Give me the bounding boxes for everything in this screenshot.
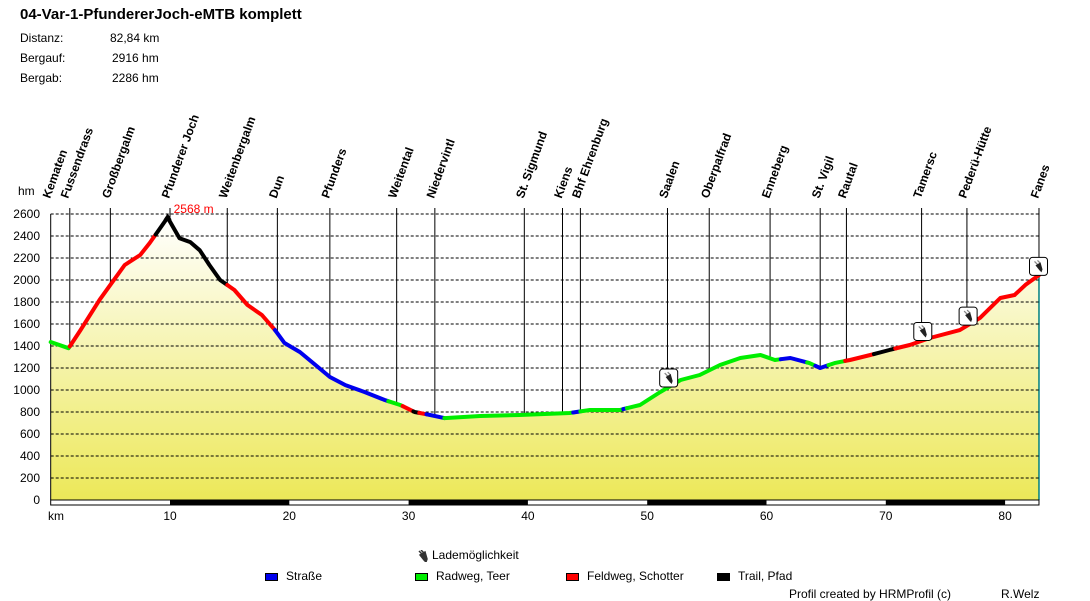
stat-value: 82,84 km xyxy=(110,31,160,45)
legend-label: Radweg, Teer xyxy=(436,569,510,583)
stat-label: Bergab: xyxy=(20,71,63,85)
y-tick-label: 1600 xyxy=(13,317,40,331)
surface-segment-radweg xyxy=(442,410,576,421)
y-tick-label: 200 xyxy=(20,471,40,485)
surface-segment-strasse xyxy=(273,328,391,404)
stat-ascent: Bergauf: 2916 hm xyxy=(20,51,159,65)
waypoint-label: Bhf Ehrenburg xyxy=(569,116,611,200)
x-tick-label: 30 xyxy=(402,509,416,523)
peak-marker xyxy=(163,213,172,220)
waypoint-label: Oberpalfrad xyxy=(698,131,734,200)
plug-icon xyxy=(418,549,428,564)
y-tick-label: 2600 xyxy=(13,207,40,221)
peak-label: 2568 m xyxy=(174,202,214,216)
waypoint-label: Fanes xyxy=(1028,162,1053,200)
legend-label: Lademöglichkeit xyxy=(432,548,519,562)
footer-credit: Profil created by HRMProfil (c) xyxy=(789,587,952,601)
x-tick-label: 50 xyxy=(641,509,655,523)
surface-segment-radweg xyxy=(805,360,818,368)
surface-segment-radweg xyxy=(624,353,783,411)
legend-swatch xyxy=(415,572,428,581)
footer-author: R.Welz xyxy=(1001,587,1040,601)
chart-title: 04-Var-1-PfundererJoch-eMTB komplett xyxy=(20,6,302,23)
surface-segment-strasse xyxy=(813,363,831,370)
x-tick-label: 60 xyxy=(760,509,774,523)
y-tick-label: 1400 xyxy=(13,339,40,353)
waypoint-label: Enneberg xyxy=(759,143,791,200)
x-tick-label: 80 xyxy=(998,509,1012,523)
waypoint-label: Dun xyxy=(266,173,287,200)
stat-label: Distanz: xyxy=(20,31,64,45)
waypoint-label: Tamersc xyxy=(910,149,940,200)
stat-descent: Bergab: 2286 hm xyxy=(20,71,159,85)
x-tick-label: 10 xyxy=(163,509,177,523)
waypoint-label: Weitenbergalm xyxy=(216,115,259,200)
y-tick-label: 1800 xyxy=(13,295,40,309)
stat-value: 2916 hm xyxy=(112,51,159,65)
km-scale-segment xyxy=(885,500,1006,505)
surface-segment-radweg xyxy=(578,407,626,414)
stat-value: 2286 hm xyxy=(112,71,159,85)
y-tick-label: 2400 xyxy=(13,229,40,243)
waypoint-label: St. Vigil xyxy=(809,154,837,200)
legend-label: Trail, Pfad xyxy=(738,569,793,583)
plug-icon xyxy=(958,306,978,326)
plug-icon xyxy=(1029,256,1049,276)
legend-swatch xyxy=(717,572,730,581)
km-scale-bar xyxy=(50,499,1040,506)
km-scale-segment xyxy=(408,500,528,505)
surface-segment-feldweg xyxy=(225,283,277,333)
plug-icon xyxy=(913,321,933,341)
y-tick-label: 400 xyxy=(20,449,40,463)
waypoint-label: Pfunderer Joch xyxy=(159,113,202,201)
y-tick-label: 2000 xyxy=(13,273,40,287)
x-tick-label: 40 xyxy=(521,509,535,523)
y-tick-label: 1000 xyxy=(13,383,40,397)
legend-charging: Lademöglichkeit xyxy=(418,548,519,564)
stat-distance: Distanz: 82,84 km xyxy=(20,31,159,45)
legend-feldweg: Feldweg, Schotter xyxy=(566,569,684,583)
surface-segment-feldweg xyxy=(400,404,416,414)
km-scale-segment xyxy=(170,500,290,505)
surface-segment-trail xyxy=(871,346,898,357)
surface-segment-strasse xyxy=(424,412,447,421)
surface-segment-strasse xyxy=(778,356,810,365)
x-axis-label: km xyxy=(48,509,64,523)
legend-swatch xyxy=(566,572,579,581)
y-tick-label: 600 xyxy=(20,427,40,441)
legend-swatch xyxy=(265,572,278,581)
x-tick-label: 20 xyxy=(283,509,297,523)
km-scale-segment xyxy=(647,500,767,505)
profile-area xyxy=(50,217,1039,500)
waypoint-label: St. Sigmund xyxy=(513,129,550,200)
y-tick-label: 2200 xyxy=(13,251,40,265)
y-tick-label: 800 xyxy=(20,405,40,419)
waypoint-label: Großbergalm xyxy=(99,124,138,200)
surface-segment-radweg xyxy=(826,358,848,368)
y-axis-label: hm xyxy=(18,184,35,198)
waypoint-label: Saalen xyxy=(656,159,682,200)
surface-segment-feldweg xyxy=(67,232,158,349)
y-tick-label: 1200 xyxy=(13,361,40,375)
legend-label: Feldweg, Schotter xyxy=(587,569,684,583)
waypoint-label: Pfunders xyxy=(319,146,350,200)
legend-trail: Trail, Pfad xyxy=(717,569,792,583)
waypoint-label: Niedervintl xyxy=(424,137,458,200)
waypoint-label: Weitental xyxy=(385,145,416,200)
y-tick-label: 0 xyxy=(33,493,40,507)
stat-label: Bergauf: xyxy=(20,51,66,65)
surface-segment-trail xyxy=(153,215,230,287)
x-tick-label: 70 xyxy=(879,509,893,523)
waypoint-label: Pederü-Hütte xyxy=(956,124,995,200)
legend-radweg: Radweg, Teer xyxy=(415,569,510,583)
surface-segment-feldweg xyxy=(893,273,1041,351)
waypoint-label: Rautal xyxy=(835,161,861,200)
plug-icon xyxy=(659,368,679,388)
legend-strasse: Straße xyxy=(265,569,322,583)
legend-label: Straße xyxy=(286,569,323,583)
